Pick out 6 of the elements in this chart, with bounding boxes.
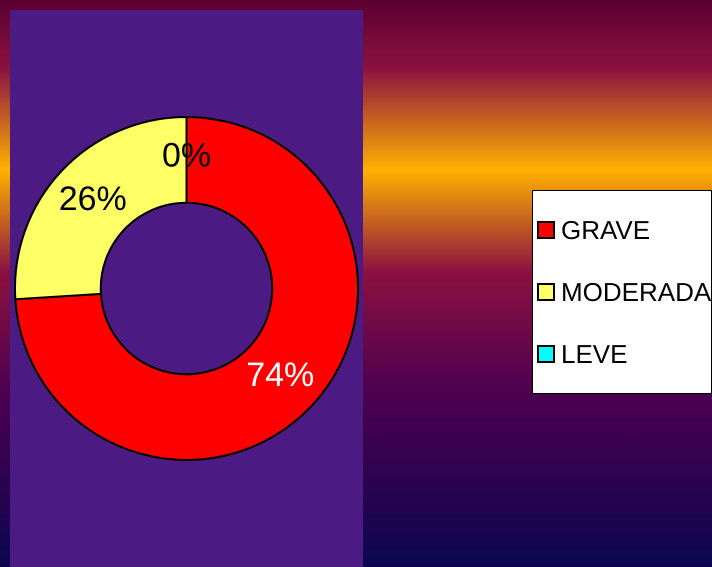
text: 0% <box>162 136 212 174</box>
legend-label: MODERADA <box>561 276 712 308</box>
data-label: 74% <box>246 356 314 394</box>
data-label: 26% <box>58 180 127 218</box>
legend-label: GRAVE <box>561 214 650 246</box>
legend-label: LEVE <box>561 338 628 370</box>
